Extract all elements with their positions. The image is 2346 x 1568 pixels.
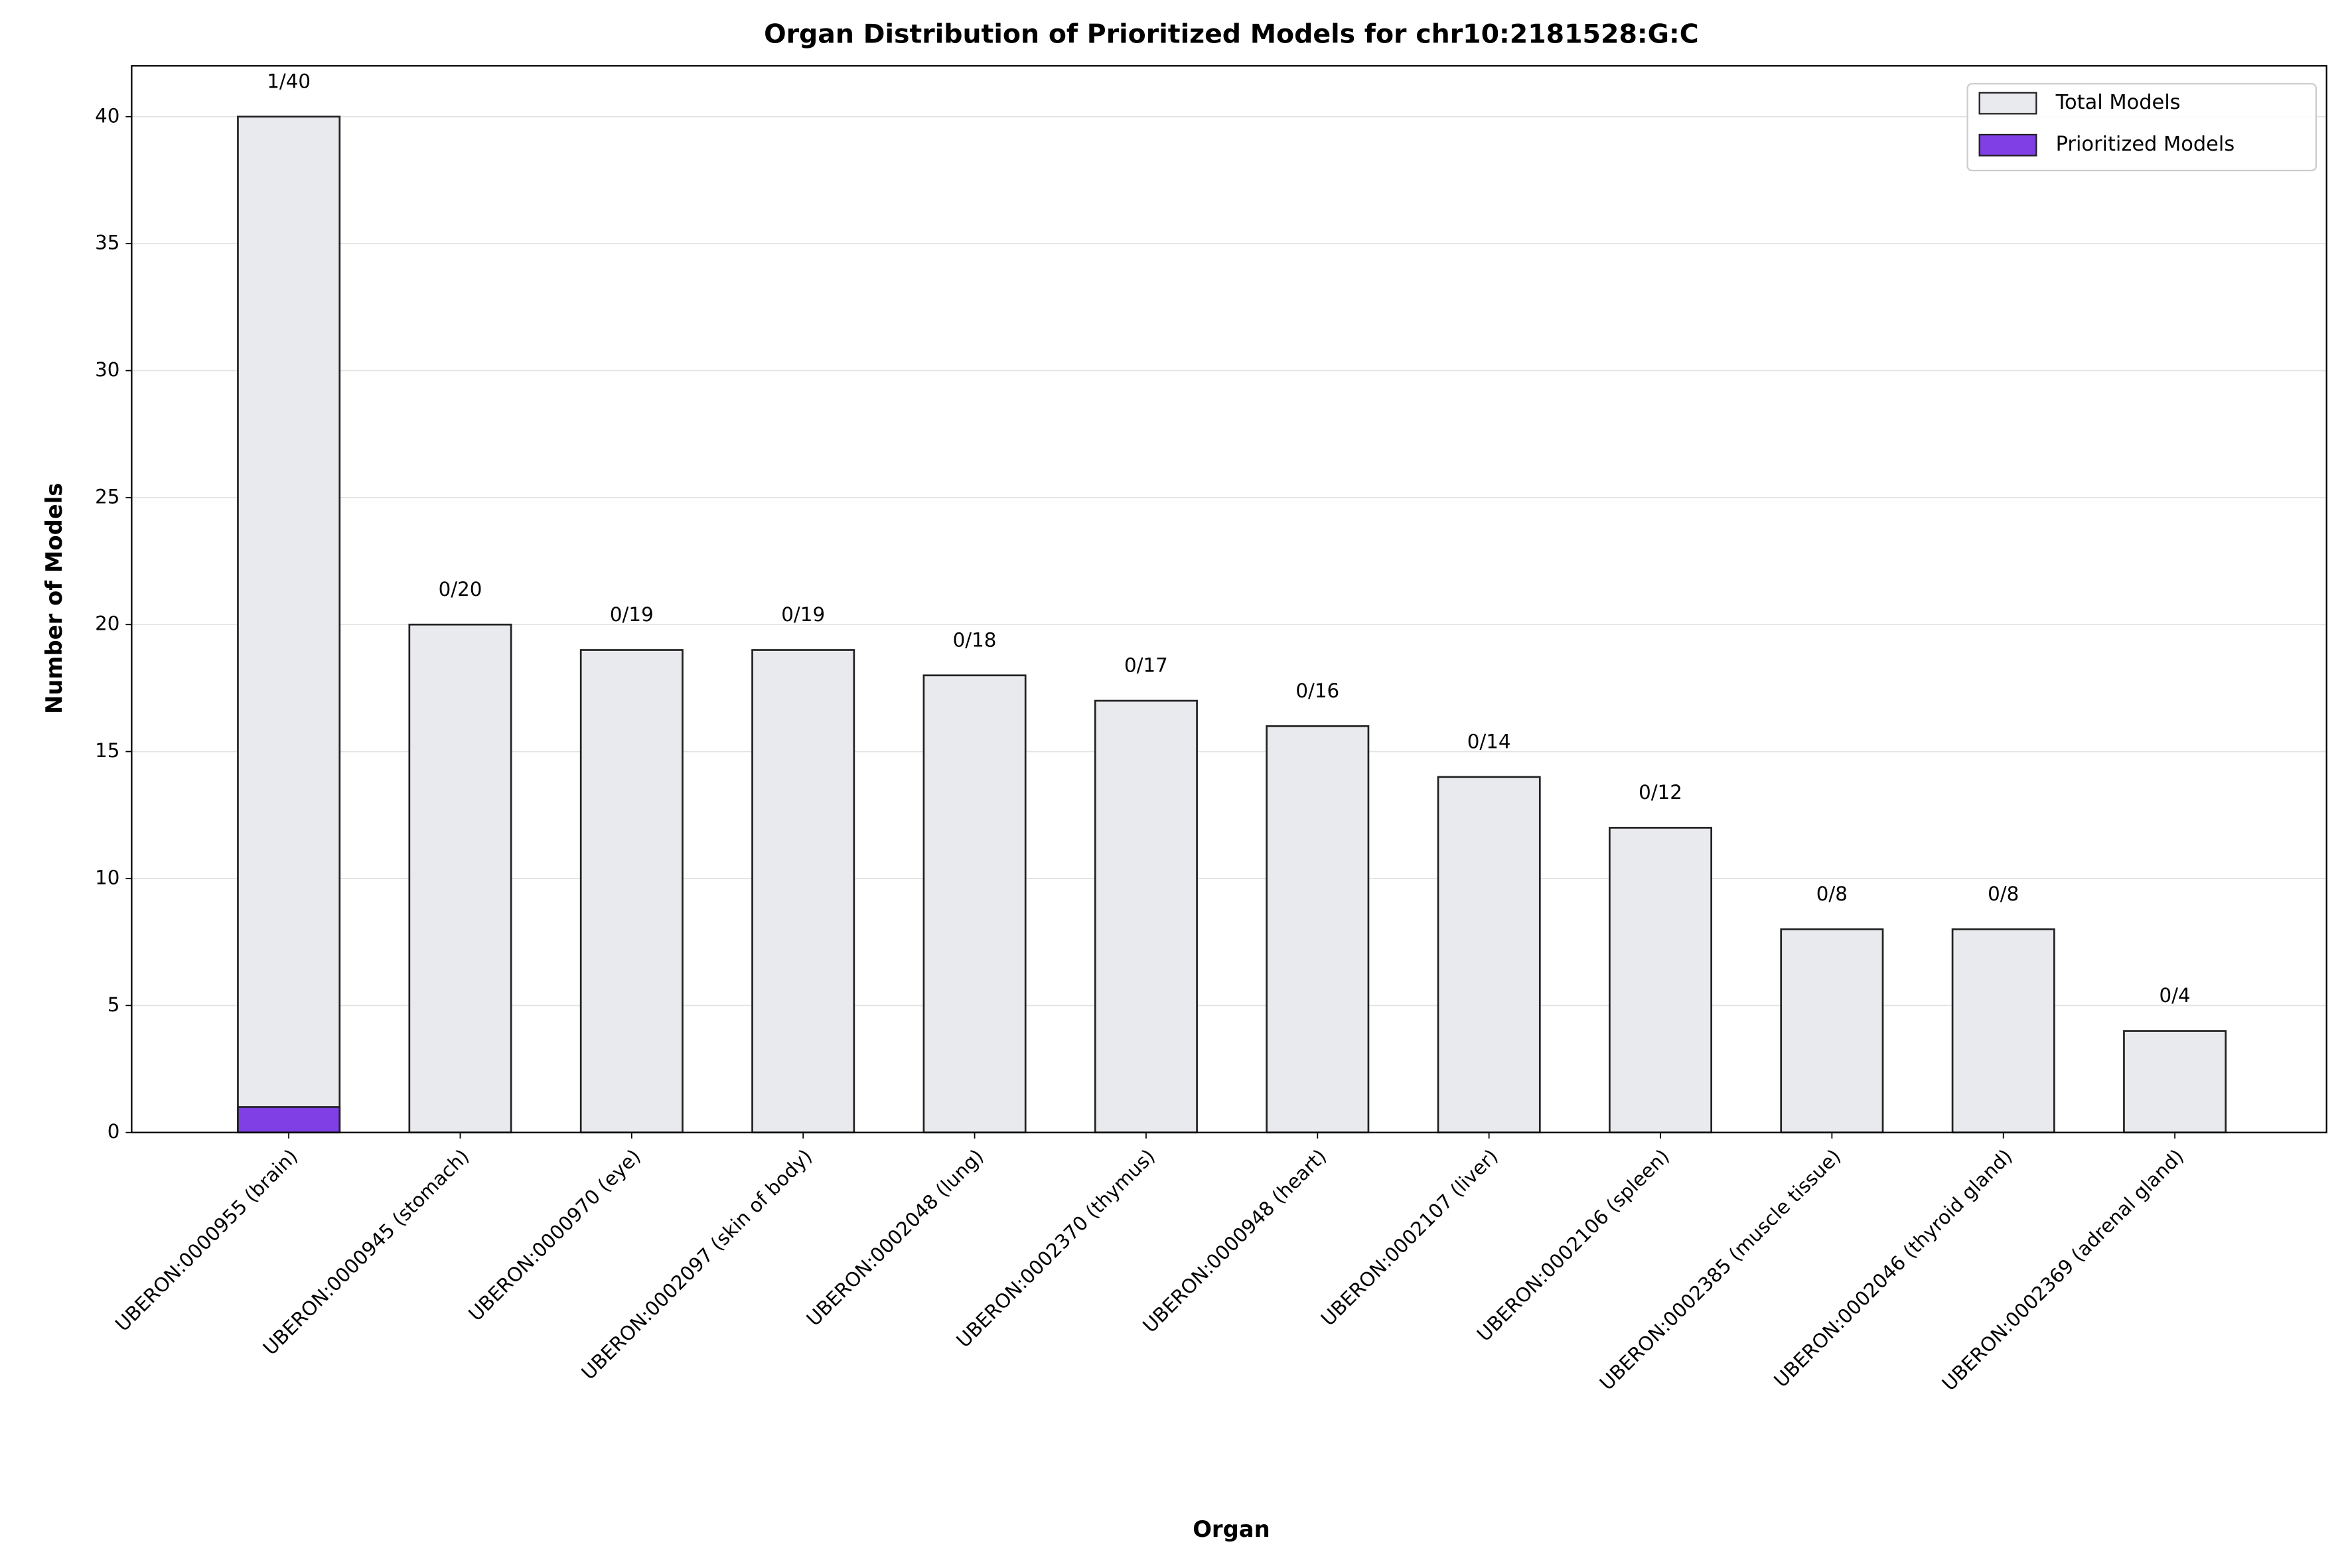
value-label: 0/4	[2160, 984, 2191, 1007]
bar	[1951, 928, 2055, 1134]
bar	[1437, 776, 1541, 1134]
bar	[1609, 827, 1713, 1134]
legend-label: Total Models	[2055, 91, 2181, 114]
value-label: 0/18	[953, 628, 997, 651]
value-label: 0/19	[610, 603, 654, 626]
value-label: 0/19	[781, 603, 825, 626]
y-tick-label: 40	[95, 104, 119, 127]
y-tick-label: 0	[108, 1120, 120, 1143]
value-label: 0/14	[1467, 731, 1511, 753]
value-label: 0/17	[1124, 654, 1168, 677]
x-axis-label: Organ	[1193, 1516, 1270, 1542]
axes-frame	[131, 65, 2327, 1133]
y-tick-label: 20	[95, 612, 119, 635]
value-label: 0/12	[1639, 781, 1682, 804]
bar	[1266, 725, 1370, 1134]
chart-title: Organ Distribution of Prioritized Models…	[764, 19, 1699, 50]
bar	[2123, 1030, 2227, 1134]
bar	[751, 649, 855, 1134]
bar	[922, 674, 1027, 1134]
legend-swatch	[1978, 92, 2037, 115]
bar	[1780, 928, 1884, 1134]
bar	[237, 1106, 341, 1134]
y-tick-label: 5	[108, 993, 120, 1016]
value-label: 0/16	[1295, 679, 1339, 702]
value-label: 0/8	[1816, 883, 1848, 905]
bar	[579, 649, 684, 1134]
y-tick-label: 10	[95, 866, 119, 889]
bar	[1094, 699, 1198, 1134]
bar	[237, 115, 341, 1134]
y-tick-label: 35	[95, 232, 119, 254]
value-label: 1/40	[267, 70, 311, 92]
y-axis-label: Number of Models	[41, 483, 67, 714]
value-label: 0/8	[1988, 883, 2019, 905]
legend-swatch	[1978, 133, 2037, 157]
value-label: 0/20	[439, 578, 482, 601]
y-tick-label: 25	[95, 485, 119, 508]
legend-label: Prioritized Models	[2056, 133, 2235, 156]
y-tick-label: 30	[95, 358, 119, 381]
bar	[408, 623, 512, 1134]
y-tick-label: 15	[95, 739, 119, 762]
legend-box	[1966, 83, 2317, 172]
